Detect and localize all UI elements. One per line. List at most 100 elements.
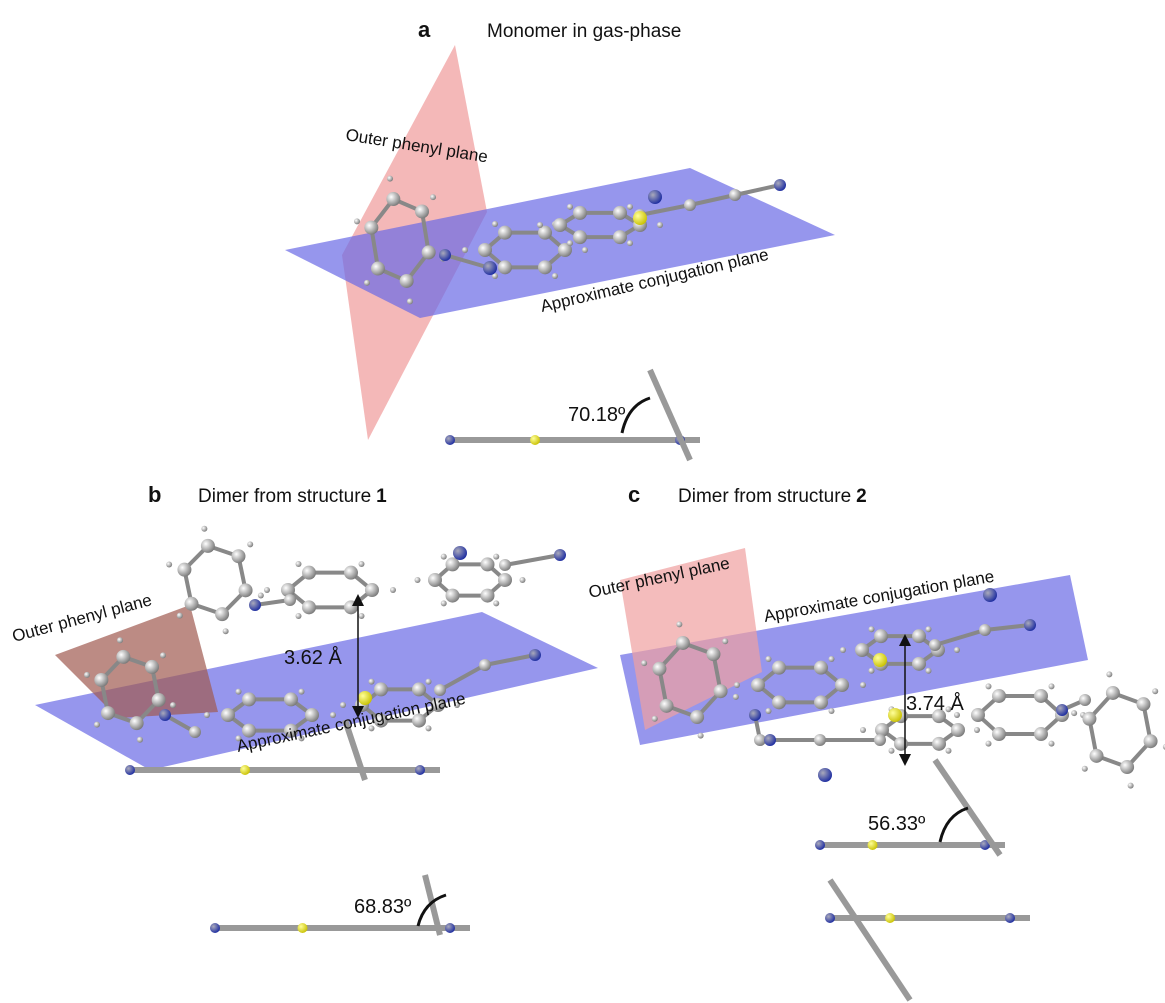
atom	[130, 716, 144, 730]
atom	[298, 923, 308, 933]
atom	[684, 199, 696, 211]
atom	[676, 636, 690, 650]
atom	[648, 190, 662, 204]
atom	[1120, 760, 1134, 774]
atom	[479, 659, 491, 671]
atom	[344, 566, 358, 580]
atom	[426, 725, 432, 731]
atom	[613, 230, 627, 244]
atom	[462, 247, 468, 253]
atom	[912, 629, 926, 643]
panel-title: Monomer in gas-phase	[487, 21, 681, 42]
atom	[223, 628, 229, 634]
atom	[354, 218, 360, 224]
atom	[1106, 686, 1120, 700]
atom	[94, 673, 108, 687]
atom	[284, 692, 298, 706]
atom	[441, 600, 447, 606]
atom	[364, 280, 370, 286]
atom	[766, 708, 772, 714]
atom	[365, 583, 379, 597]
atom	[358, 691, 372, 705]
atom	[390, 587, 396, 593]
atom	[582, 247, 588, 253]
atom	[210, 923, 220, 933]
atom	[749, 709, 761, 721]
atom	[201, 539, 215, 553]
atom	[652, 716, 658, 722]
atom	[530, 435, 540, 445]
panel-title: Dimer from structure2	[678, 486, 867, 507]
atom	[926, 668, 932, 674]
atom	[932, 737, 946, 751]
atom	[825, 913, 835, 923]
atom	[885, 913, 895, 923]
atom	[159, 709, 171, 721]
atom	[407, 298, 413, 304]
atom	[633, 211, 647, 225]
atom	[874, 629, 888, 643]
atom	[340, 702, 346, 708]
atom	[613, 206, 627, 220]
atom	[766, 656, 772, 662]
atom	[868, 840, 878, 850]
atom	[371, 262, 385, 276]
atom	[258, 593, 264, 599]
atom	[430, 194, 436, 200]
atom	[573, 230, 587, 244]
atom	[860, 682, 866, 688]
atom	[369, 679, 375, 685]
side-view	[830, 880, 910, 1000]
atom	[94, 722, 100, 728]
atom	[894, 737, 908, 751]
atom	[1152, 688, 1158, 694]
atom	[439, 249, 451, 261]
atom	[185, 597, 199, 611]
atom	[145, 660, 159, 674]
atom	[772, 661, 786, 675]
atom	[1049, 741, 1055, 747]
atom	[979, 624, 991, 636]
atom	[573, 206, 587, 220]
atom	[498, 573, 512, 587]
atom	[951, 723, 965, 737]
atom	[888, 708, 902, 722]
atom	[201, 526, 207, 532]
atom	[698, 733, 704, 739]
atom	[166, 561, 172, 567]
atom	[498, 260, 512, 274]
atom	[814, 695, 828, 709]
atom	[428, 573, 442, 587]
angle-arc	[622, 398, 650, 433]
atom	[386, 192, 400, 206]
atom	[483, 261, 497, 275]
atom	[971, 708, 985, 722]
atom	[152, 693, 166, 707]
atom	[302, 566, 316, 580]
atom	[415, 577, 421, 583]
atom	[567, 204, 573, 210]
atom	[177, 613, 183, 619]
atom	[869, 668, 875, 674]
atom	[627, 240, 633, 246]
atom	[247, 541, 253, 547]
atom	[177, 563, 191, 577]
atom	[815, 840, 825, 850]
atom	[860, 727, 866, 733]
distance-label: 3.74 Å	[906, 692, 964, 715]
atom	[774, 179, 786, 191]
atom	[814, 661, 828, 675]
atom	[676, 621, 682, 627]
atom	[415, 765, 425, 775]
atom	[829, 708, 835, 714]
atom	[840, 647, 846, 653]
atom	[344, 600, 358, 614]
atom	[553, 218, 567, 232]
atom	[889, 748, 895, 754]
atom	[101, 706, 115, 720]
atom	[498, 226, 512, 240]
atom	[478, 243, 492, 257]
figure: a Monomer in gas-phase Outer phenyl plan…	[0, 0, 1165, 1003]
angle-label: 56.33º	[868, 813, 926, 835]
atom	[627, 204, 633, 210]
